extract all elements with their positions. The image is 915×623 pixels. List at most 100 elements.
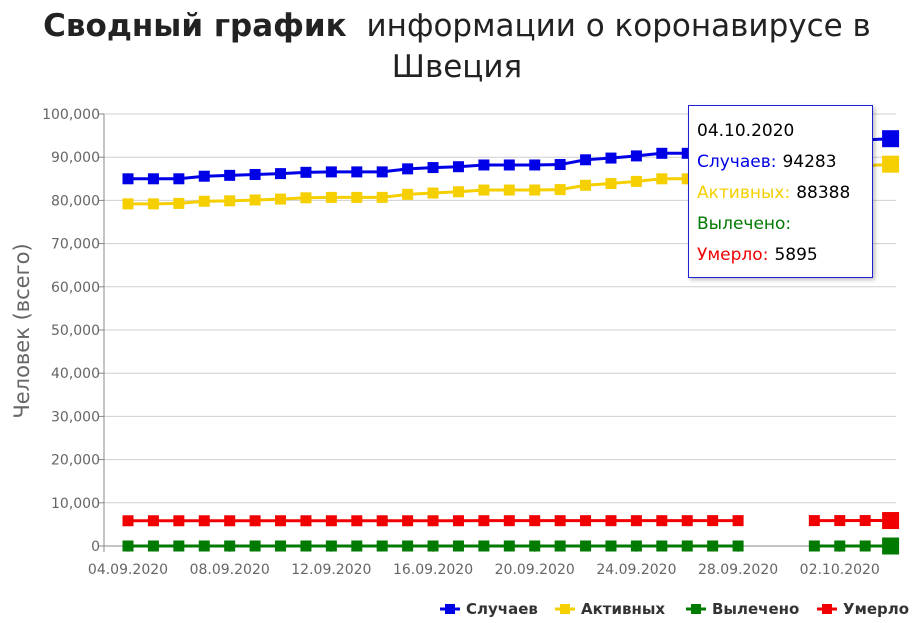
data-point[interactable] xyxy=(452,161,464,173)
data-point[interactable] xyxy=(656,540,668,552)
data-point[interactable] xyxy=(147,198,159,210)
data-point[interactable] xyxy=(275,193,287,205)
data-point[interactable] xyxy=(503,159,515,171)
data-point[interactable] xyxy=(427,187,439,199)
data-point[interactable] xyxy=(478,184,490,196)
data-point[interactable] xyxy=(224,169,236,181)
data-point[interactable] xyxy=(376,166,388,178)
data-point[interactable] xyxy=(198,195,210,207)
data-point[interactable] xyxy=(224,540,236,552)
legend-item[interactable]: Случаев xyxy=(440,600,538,618)
data-point[interactable] xyxy=(529,540,541,552)
data-point[interactable] xyxy=(300,540,312,552)
data-point[interactable] xyxy=(351,191,363,203)
data-point[interactable] xyxy=(224,515,236,527)
data-point[interactable] xyxy=(427,540,439,552)
data-point[interactable] xyxy=(452,186,464,198)
data-point[interactable] xyxy=(529,159,541,171)
data-point[interactable] xyxy=(529,515,541,527)
data-point[interactable] xyxy=(656,147,668,159)
data-point[interactable] xyxy=(882,537,900,555)
data-point[interactable] xyxy=(630,515,642,527)
data-point[interactable] xyxy=(859,515,871,527)
data-point[interactable] xyxy=(275,515,287,527)
data-point[interactable] xyxy=(605,178,617,190)
data-point[interactable] xyxy=(249,515,261,527)
data-point[interactable] xyxy=(122,515,134,527)
data-point[interactable] xyxy=(630,540,642,552)
data-point[interactable] xyxy=(376,540,388,552)
data-point[interactable] xyxy=(122,173,134,185)
data-point[interactable] xyxy=(732,540,744,552)
data-point[interactable] xyxy=(478,540,490,552)
data-point[interactable] xyxy=(325,515,337,527)
legend-item[interactable]: Умерло xyxy=(817,600,909,618)
data-point[interactable] xyxy=(300,515,312,527)
data-point[interactable] xyxy=(580,540,592,552)
data-point[interactable] xyxy=(351,515,363,527)
data-point[interactable] xyxy=(402,163,414,175)
data-point[interactable] xyxy=(732,515,744,527)
data-point[interactable] xyxy=(249,194,261,206)
data-point[interactable] xyxy=(808,540,820,552)
data-point[interactable] xyxy=(122,540,134,552)
data-point[interactable] xyxy=(681,515,693,527)
data-point[interactable] xyxy=(554,159,566,171)
data-point[interactable] xyxy=(503,540,515,552)
data-point[interactable] xyxy=(656,515,668,527)
data-point[interactable] xyxy=(580,515,592,527)
data-point[interactable] xyxy=(198,515,210,527)
data-point[interactable] xyxy=(503,184,515,196)
data-point[interactable] xyxy=(198,540,210,552)
data-point[interactable] xyxy=(681,147,693,159)
data-point[interactable] xyxy=(249,168,261,180)
data-point[interactable] xyxy=(681,540,693,552)
data-point[interactable] xyxy=(224,195,236,207)
data-point[interactable] xyxy=(325,540,337,552)
data-point[interactable] xyxy=(478,159,490,171)
data-point[interactable] xyxy=(554,184,566,196)
data-point[interactable] xyxy=(681,173,693,185)
data-point[interactable] xyxy=(147,173,159,185)
data-point[interactable] xyxy=(630,175,642,187)
data-point[interactable] xyxy=(427,162,439,174)
data-point[interactable] xyxy=(173,540,185,552)
data-point[interactable] xyxy=(249,540,261,552)
data-point[interactable] xyxy=(147,515,159,527)
data-point[interactable] xyxy=(580,154,592,166)
data-point[interactable] xyxy=(300,192,312,204)
data-point[interactable] xyxy=(882,130,900,148)
data-point[interactable] xyxy=(325,191,337,203)
data-point[interactable] xyxy=(376,515,388,527)
legend-item[interactable]: Вылечено xyxy=(686,600,799,618)
data-point[interactable] xyxy=(478,515,490,527)
data-point[interactable] xyxy=(351,166,363,178)
data-point[interactable] xyxy=(275,540,287,552)
data-point[interactable] xyxy=(300,166,312,178)
data-point[interactable] xyxy=(402,515,414,527)
data-point[interactable] xyxy=(834,540,846,552)
data-point[interactable] xyxy=(122,198,134,210)
data-point[interactable] xyxy=(402,540,414,552)
legend-item[interactable]: Активных xyxy=(555,600,665,618)
data-point[interactable] xyxy=(707,540,719,552)
data-point[interactable] xyxy=(452,540,464,552)
data-point[interactable] xyxy=(605,540,617,552)
data-point[interactable] xyxy=(859,540,871,552)
data-point[interactable] xyxy=(402,188,414,200)
data-point[interactable] xyxy=(554,540,566,552)
data-point[interactable] xyxy=(452,515,464,527)
data-point[interactable] xyxy=(882,512,900,530)
data-point[interactable] xyxy=(427,515,439,527)
data-point[interactable] xyxy=(834,515,846,527)
data-point[interactable] xyxy=(882,155,900,173)
data-point[interactable] xyxy=(173,515,185,527)
data-point[interactable] xyxy=(147,540,159,552)
data-point[interactable] xyxy=(503,515,515,527)
data-point[interactable] xyxy=(554,515,566,527)
data-point[interactable] xyxy=(605,152,617,164)
data-point[interactable] xyxy=(376,191,388,203)
data-point[interactable] xyxy=(173,197,185,209)
data-point[interactable] xyxy=(275,168,287,180)
data-point[interactable] xyxy=(707,515,719,527)
